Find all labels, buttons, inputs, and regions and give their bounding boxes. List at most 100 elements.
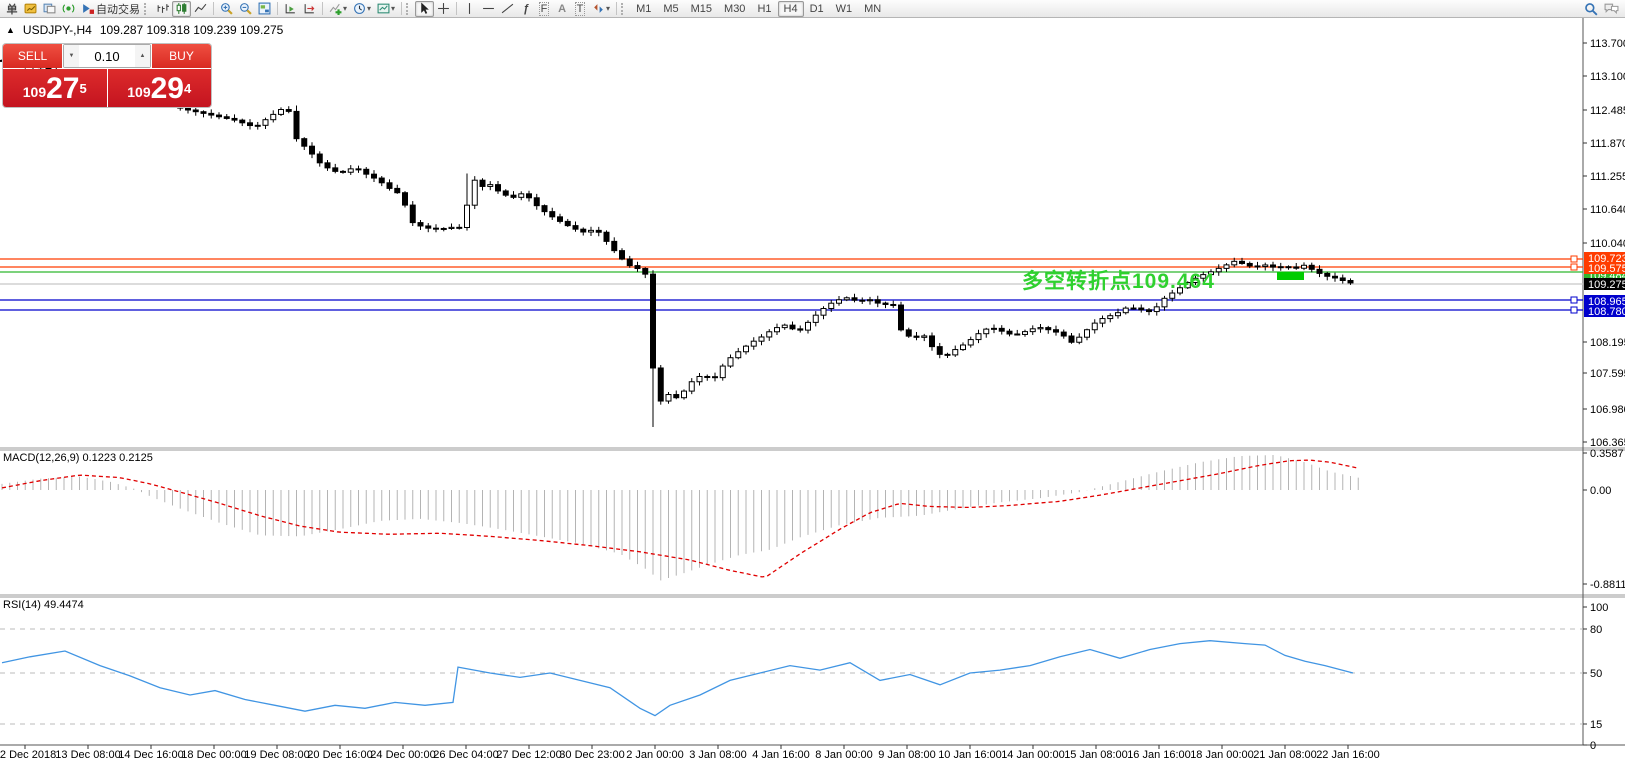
zoom-in-button[interactable] [217, 1, 236, 17]
date-axis-label: 24 Dec 00:00 [370, 749, 435, 761]
zoom-out-button[interactable] [236, 1, 255, 17]
line-chart-icon [194, 2, 207, 15]
candle-body [766, 331, 773, 338]
indicators-button[interactable]: ▾ [326, 1, 350, 17]
timeframe-m5[interactable]: M5 [663, 2, 679, 15]
line-handle[interactable] [1570, 255, 1578, 263]
shapes-caret[interactable]: ▾ [606, 4, 611, 13]
candle-body [1285, 266, 1292, 269]
templates-caret[interactable]: ▾ [391, 4, 396, 13]
volume-input[interactable]: 0.10 [79, 45, 135, 67]
search-button[interactable] [1581, 1, 1601, 17]
signals-icon [62, 2, 75, 15]
toolbar-grip[interactable] [406, 2, 412, 15]
volume-increase-button[interactable]: ▲ [135, 45, 150, 67]
date-axis-label: 16 Jan 16:00 [1127, 749, 1191, 761]
fibonacci-button[interactable]: ƒ [517, 1, 535, 17]
line-handle[interactable] [1570, 306, 1578, 314]
chart-shift-icon [303, 2, 316, 15]
candlestick-chart-button[interactable] [172, 0, 191, 17]
rsi-axis-label: 15 [1590, 719, 1602, 731]
candle-body [1262, 264, 1269, 268]
candle-body [510, 194, 517, 198]
sell-price-display[interactable]: 109 27 5 [3, 69, 107, 107]
templates-button[interactable]: ▾ [374, 1, 398, 17]
vertical-line-icon [463, 2, 476, 15]
crosshair-button[interactable] [434, 1, 453, 17]
date-axis-label: 21 Jan 08:00 [1253, 749, 1317, 761]
price-axis-label: 113.100 [1590, 71, 1625, 83]
candle-body [851, 297, 858, 301]
timeframe-w1[interactable]: W1 [835, 2, 853, 15]
profiles-button[interactable] [40, 1, 59, 17]
shapes-button[interactable]: ▾ [589, 1, 613, 17]
timeframe-mn[interactable]: MN [864, 2, 882, 15]
date-axis-label: 2 Jan 00:00 [626, 749, 684, 761]
signals-button[interactable] [59, 1, 78, 17]
trendline-button[interactable] [498, 1, 517, 17]
chat-button[interactable] [1601, 1, 1622, 17]
line-handle[interactable] [1570, 296, 1578, 304]
candle-body [650, 273, 656, 369]
cursor-button[interactable] [415, 0, 435, 17]
tile-windows-button[interactable] [255, 1, 274, 17]
candle-body [960, 344, 966, 351]
candle-body [456, 226, 463, 229]
indicators-caret[interactable]: ▾ [343, 4, 348, 13]
periods-caret[interactable]: ▾ [367, 4, 372, 13]
fibo-expansion-button[interactable]: F [535, 1, 553, 17]
symbol-period-label: USDJPY-,H4 [22, 23, 92, 37]
text-button[interactable]: A [553, 1, 571, 17]
autotrading-button[interactable]: 自动交易 [78, 1, 143, 17]
horizontal-line-button[interactable] [479, 1, 498, 17]
candle-body [448, 226, 455, 229]
candle-body [1177, 287, 1183, 294]
timeframe-h4[interactable]: H4 [777, 0, 804, 17]
toolbar-grip[interactable] [621, 2, 627, 15]
line-handle[interactable] [1570, 263, 1578, 271]
bar-chart-button[interactable] [153, 1, 172, 17]
candle-body [409, 204, 416, 224]
timeframe-m15[interactable]: M15 [690, 2, 713, 15]
timeframe-m30[interactable]: M30 [724, 2, 746, 15]
price-label-box-109.723 [1584, 252, 1625, 264]
text-label-button[interactable]: T [571, 1, 589, 17]
buy-price-display[interactable]: 109 29 4 [107, 69, 211, 107]
new-order-button[interactable]: 单 [3, 1, 21, 17]
candle-body [735, 351, 742, 359]
candle-body [665, 394, 672, 402]
new-chart-button[interactable] [21, 1, 40, 17]
candle-body [882, 302, 889, 305]
timeframe-h1[interactable]: H1 [757, 2, 772, 15]
rsi-axis-label: 100 [1590, 602, 1608, 614]
candle-body [1223, 264, 1230, 269]
candle-body [347, 168, 354, 173]
timeframe-d1[interactable]: D1 [809, 2, 824, 15]
annotation-green-box[interactable] [1277, 272, 1304, 280]
collapse-icon[interactable]: ▲ [6, 25, 15, 35]
toolbar-grip[interactable] [144, 2, 150, 15]
candle-body [185, 107, 191, 111]
candle-body [386, 182, 393, 189]
macd-indicator-label: MACD(12,26,9) 0.1223 0.2125 [3, 452, 153, 464]
candle-body [657, 367, 664, 402]
periods-button[interactable]: ▾ [350, 1, 374, 17]
auto-scroll-button[interactable] [281, 1, 300, 17]
line-chart-button[interactable] [191, 1, 210, 17]
new-order-label: 单 [6, 3, 18, 16]
date-axis-label: 13 Dec 08:00 [55, 749, 120, 761]
candle-body [611, 240, 618, 252]
chart-shift-button[interactable] [300, 1, 319, 17]
buy-button[interactable]: BUY [152, 44, 211, 68]
sell-button[interactable]: SELL [3, 44, 62, 68]
candle-body [983, 328, 990, 335]
candle-body [820, 307, 827, 316]
candle-body [619, 250, 625, 260]
candle-body [1200, 274, 1207, 279]
candle-body [239, 119, 246, 124]
timeframe-m1[interactable]: M1 [636, 2, 652, 15]
trendline-icon [501, 2, 514, 15]
vertical-line-button[interactable] [460, 1, 479, 17]
volume-decrease-button[interactable]: ▼ [64, 45, 79, 67]
candle-body [719, 365, 726, 379]
